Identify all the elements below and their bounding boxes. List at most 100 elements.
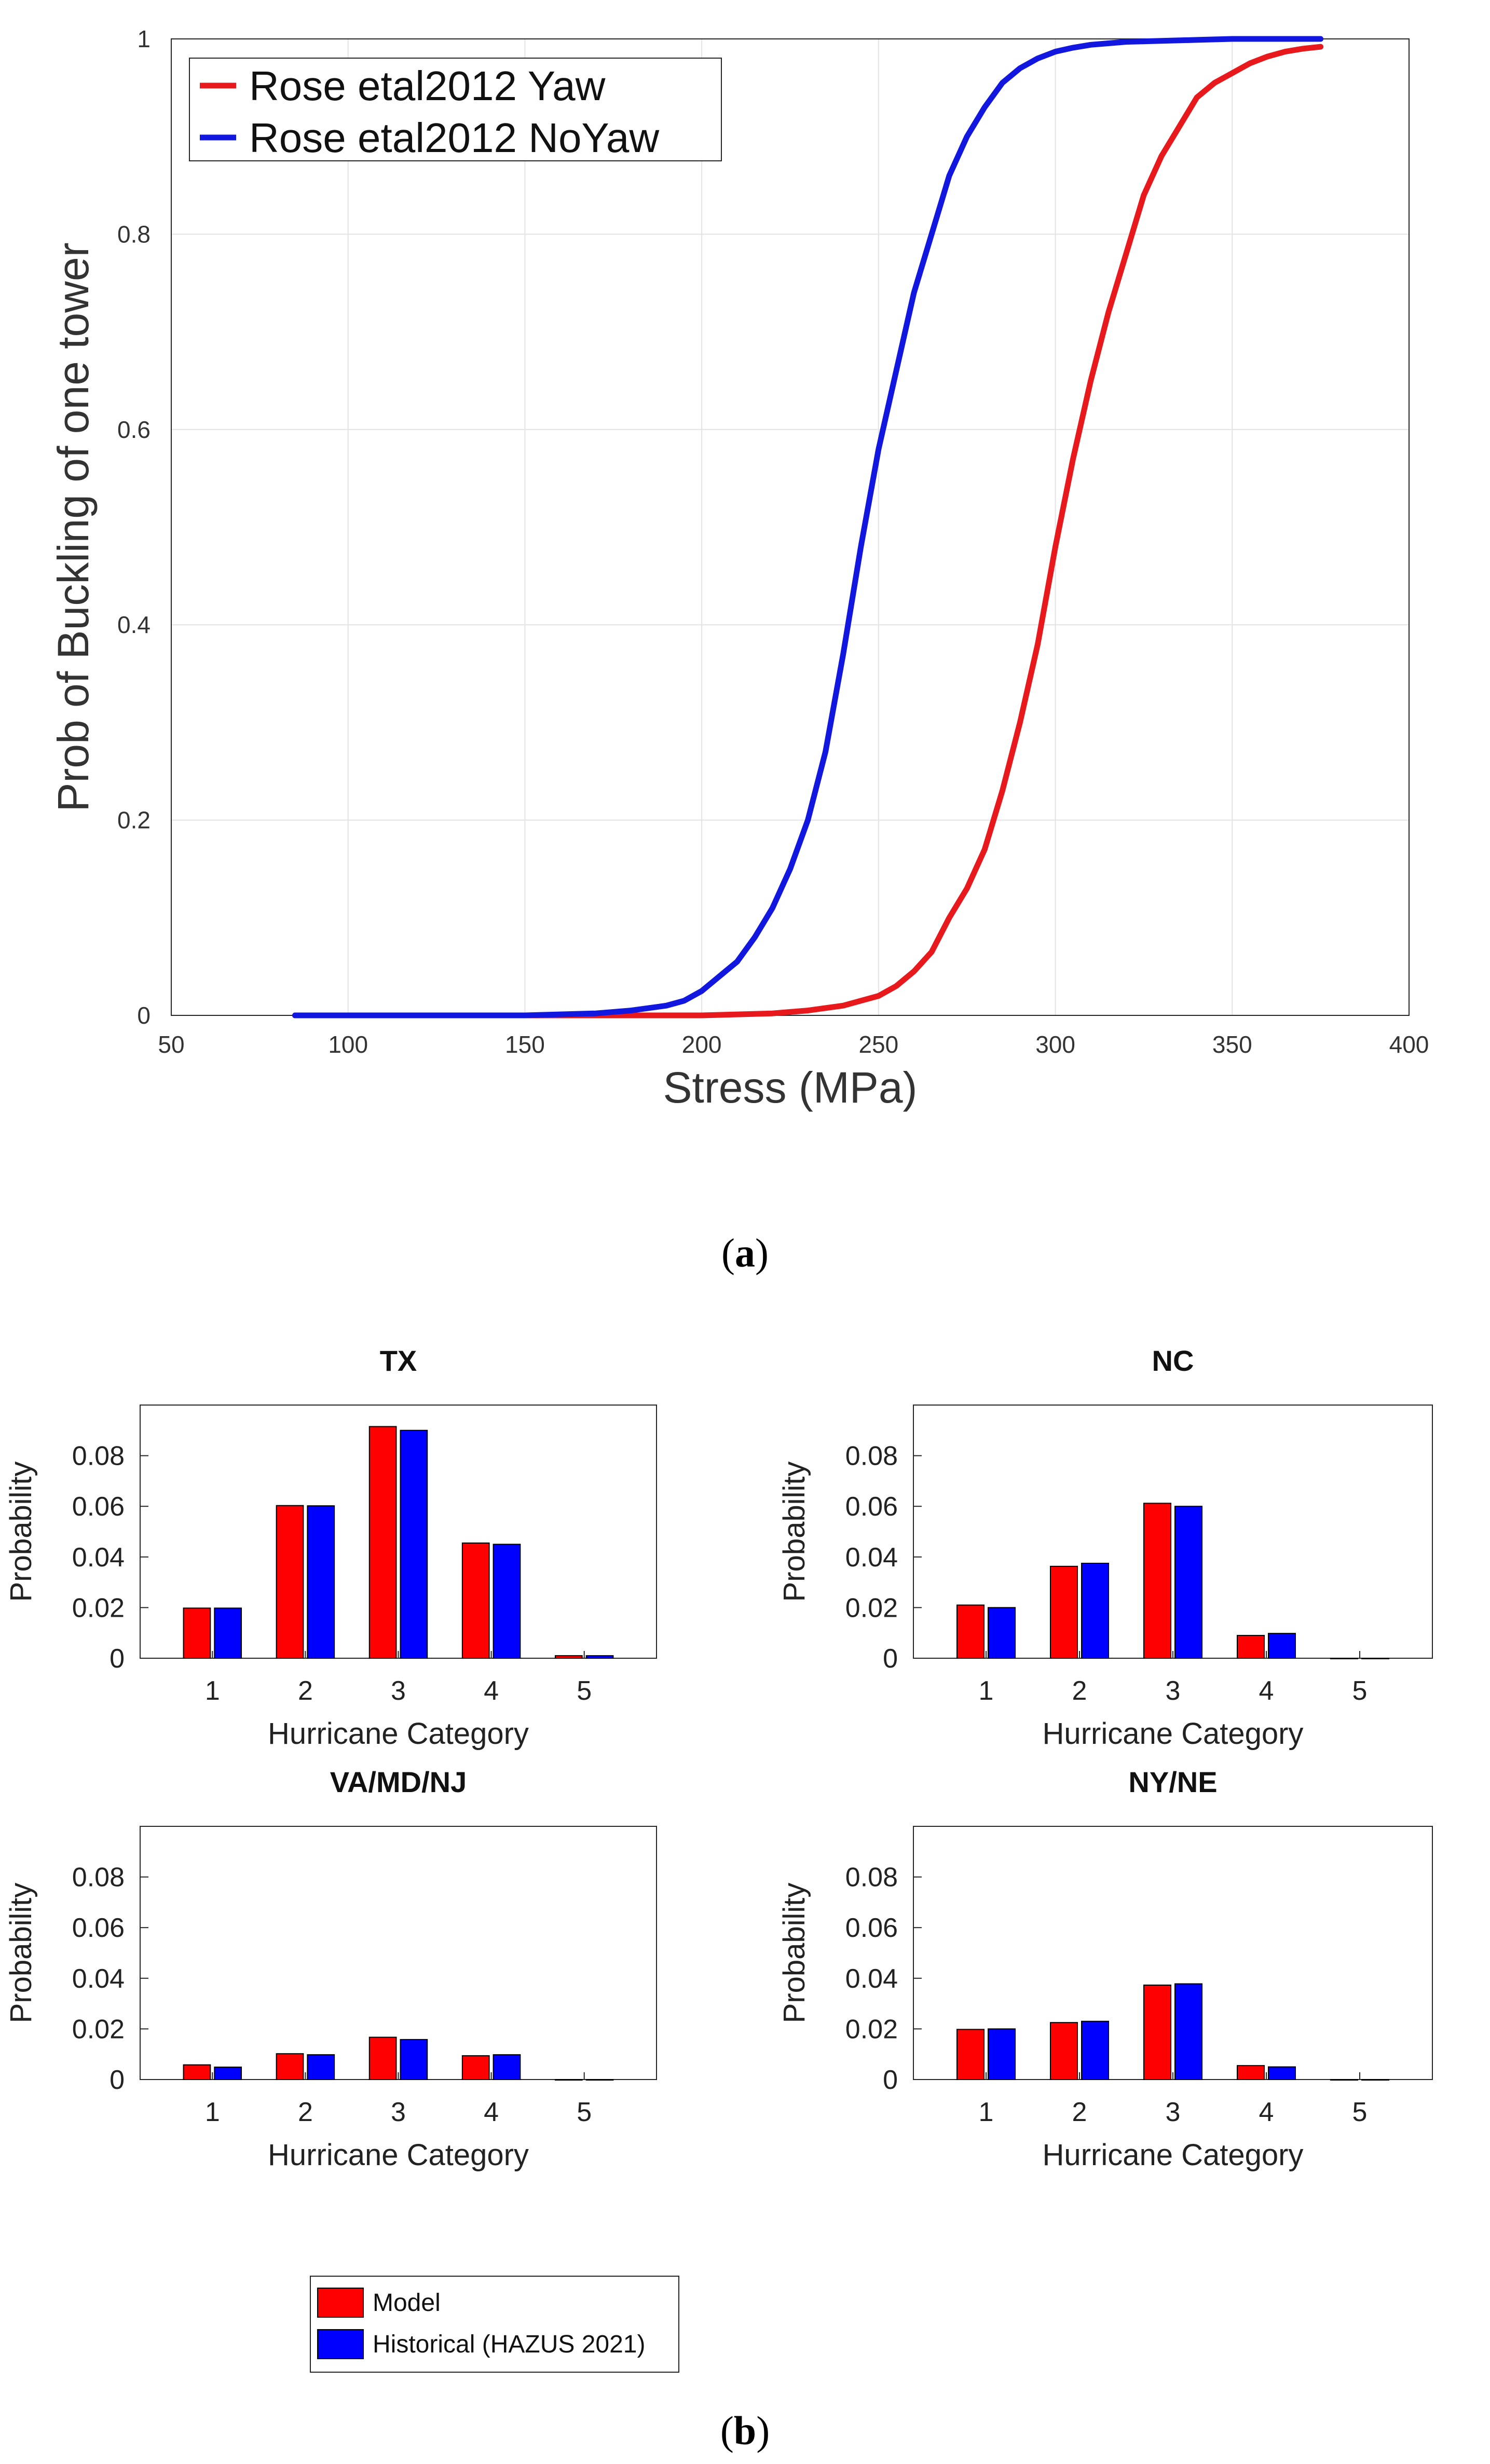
bar-axes-box	[140, 1826, 657, 2080]
panel-a-legend: Rose etal2012 Yaw Rose etal2012 NoYaw	[189, 58, 722, 161]
bar-x-tick-label: 4	[1259, 2097, 1274, 2127]
panel-a-y-tick-label: 0.4	[117, 611, 151, 638]
bar-chart-panel-b-tx: TX 0 0.02 0.04 0.06 0.08 1 2 3 4 5 Hurricane Catego…	[4, 1344, 657, 1751]
panel-a-series-line-1	[292, 36, 1324, 1018]
bar-y-tick-label: 0.04	[845, 1964, 898, 1994]
bar-x-tick-label: 2	[1072, 2097, 1087, 2127]
bar-x-tick-label: 4	[484, 1676, 499, 1706]
bar-x-tick-label: 5	[1352, 1676, 1368, 1706]
bar-y-tick-label: 0.06	[72, 1492, 125, 1522]
bar-legend-label-1: Historical (HAZUS 2021)	[373, 2331, 645, 2358]
panel-a-x-tick-label: 200	[682, 1031, 722, 1058]
bar-historical-cat-4	[1268, 2066, 1296, 2081]
bar-model-cat-3	[1143, 1984, 1171, 2081]
panel-a-y-tick-label: 0.6	[117, 416, 151, 443]
bar-y-tick-label: 0.06	[845, 1913, 898, 1943]
bar-model-cat-4	[1237, 1635, 1265, 1659]
bar-historical-cat-4	[1268, 1633, 1296, 1659]
bar-historical-cat-1	[988, 1607, 1016, 1659]
bar-x-tick-label: 2	[1072, 1676, 1087, 1706]
bar-model-cat-4	[1237, 2065, 1265, 2080]
bar-model-cat-4	[461, 2055, 490, 2080]
bar-model-cat-3	[368, 2036, 397, 2080]
bar-x-tick-label: 1	[979, 1676, 994, 1706]
bar-x-tick-label: 2	[298, 1676, 313, 1706]
bar-x-tick-label: 2	[298, 2097, 313, 2127]
bar-chart-title: NC	[1152, 1344, 1194, 1377]
panel-a-line-chart: 50 100 150 200 250 300 350 400 0 0.2 0.4 0.6 0.8 1 Str…	[49, 25, 1429, 1112]
panel-a-y-axis-label: Prob of Buckling of one tower	[49, 242, 98, 811]
bar-model-cat-1	[183, 2064, 211, 2081]
bar-x-tick-label: 5	[1352, 2097, 1368, 2127]
bar-chart-title: VA/MD/NJ	[330, 1766, 467, 1798]
bar-historical-cat-1	[988, 2028, 1016, 2080]
bar-historical-cat-2	[1081, 1563, 1109, 1659]
bar-y-axis-label: Probability	[4, 1462, 38, 1602]
panel-a-y-tick-label: 0.2	[117, 807, 151, 834]
panel-a-x-axis-label: Stress (MPa)	[663, 1063, 917, 1112]
bar-historical-cat-4	[493, 1544, 521, 1659]
bar-y-axis-label: Probability	[4, 1883, 38, 2023]
bar-y-tick-label: 0.08	[845, 1863, 898, 1893]
bar-y-tick-label: 0.08	[72, 1441, 125, 1471]
bar-x-axis-label: Hurricane Category	[1043, 2138, 1304, 2172]
bar-historical-cat-5	[1361, 1658, 1389, 1659]
bar-y-axis-label: Probability	[777, 1462, 811, 1602]
bar-y-tick-label: 0.04	[845, 1543, 898, 1573]
bar-x-tick-label: 1	[979, 2097, 994, 2127]
bar-y-tick-label: 0.04	[72, 1543, 125, 1573]
panel-a-x-tick-label: 250	[858, 1031, 898, 1058]
bar-historical-cat-3	[400, 2039, 428, 2080]
bar-model-cat-2	[276, 1505, 304, 1659]
bar-y-tick-label: 0	[110, 1644, 125, 1674]
panel-a-legend-label-0: Rose etal2012 Yaw	[249, 63, 606, 109]
panel-a-x-tick-label: 350	[1212, 1031, 1252, 1058]
bar-historical-cat-2	[307, 2054, 335, 2081]
caption-a: (a)	[721, 1230, 769, 1275]
bar-y-tick-label: 0	[883, 2065, 898, 2095]
bar-model-cat-2	[1050, 1565, 1078, 1659]
bar-x-axis-label: Hurricane Category	[1043, 1717, 1304, 1751]
bar-historical-cat-2	[307, 1505, 335, 1659]
bar-chart-panel-b-nyne: NY/NE 0 0.02 0.04 0.06 0.08 1 2 3 4 5 Hurricane Cat…	[777, 1766, 1433, 2172]
bar-legend: Model Historical (HAZUS 2021)	[310, 2276, 679, 2373]
panel-a-series-line-0	[292, 44, 1324, 1018]
panel-a-plot-area	[171, 39, 1409, 1015]
bar-chart-panel-b-nc: NC 0 0.02 0.04 0.06 0.08 1 2 3 4 5 Hurricane Catego…	[777, 1344, 1433, 1751]
panel-a-y-tick-label: 0	[137, 1002, 151, 1029]
bar-x-tick-label: 1	[205, 1676, 220, 1706]
caption-a-letter: a	[735, 1230, 755, 1275]
bar-historical-cat-4	[493, 2054, 521, 2081]
bar-model-cat-5	[554, 1655, 583, 1659]
bar-historical-cat-1	[214, 1607, 242, 1659]
caption-b: (b)	[720, 2408, 770, 2453]
bar-x-tick-label: 5	[577, 2097, 592, 2127]
panel-a-legend-label-1: Rose etal2012 NoYaw	[249, 115, 659, 161]
bar-y-tick-label: 0.02	[845, 1593, 898, 1623]
bar-x-tick-label: 4	[484, 2097, 499, 2127]
bar-legend-swatch-0	[317, 2288, 364, 2318]
bar-x-tick-label: 4	[1259, 1676, 1274, 1706]
bar-historical-cat-1	[214, 2067, 242, 2080]
panel-a-x-tick-label: 300	[1035, 1031, 1075, 1058]
bar-model-cat-2	[1050, 2022, 1078, 2080]
bar-x-tick-label: 5	[577, 1676, 592, 1706]
bar-x-tick-label: 3	[391, 1676, 406, 1706]
bar-model-cat-1	[956, 1604, 985, 1659]
panel-a-x-tick-label: 400	[1389, 1031, 1429, 1058]
bar-x-axis-label: Hurricane Category	[268, 1717, 529, 1751]
bar-x-tick-label: 3	[391, 2097, 406, 2127]
bar-chart-title: TX	[380, 1344, 417, 1377]
bar-y-tick-label: 0.08	[845, 1441, 898, 1471]
bar-y-tick-label: 0.08	[72, 1863, 125, 1893]
bar-chart-title: NY/NE	[1128, 1766, 1217, 1798]
bar-historical-cat-3	[1174, 1983, 1202, 2080]
bar-legend-swatch-1	[317, 2329, 364, 2359]
bar-historical-cat-5	[585, 1655, 614, 1659]
bar-x-tick-label: 1	[205, 2097, 220, 2127]
panel-a-axes-box	[171, 38, 1410, 1016]
bar-x-axis-label: Hurricane Category	[268, 2138, 529, 2172]
bar-model-cat-1	[183, 1607, 211, 1659]
panel-a-x-tick-label: 150	[505, 1031, 545, 1058]
